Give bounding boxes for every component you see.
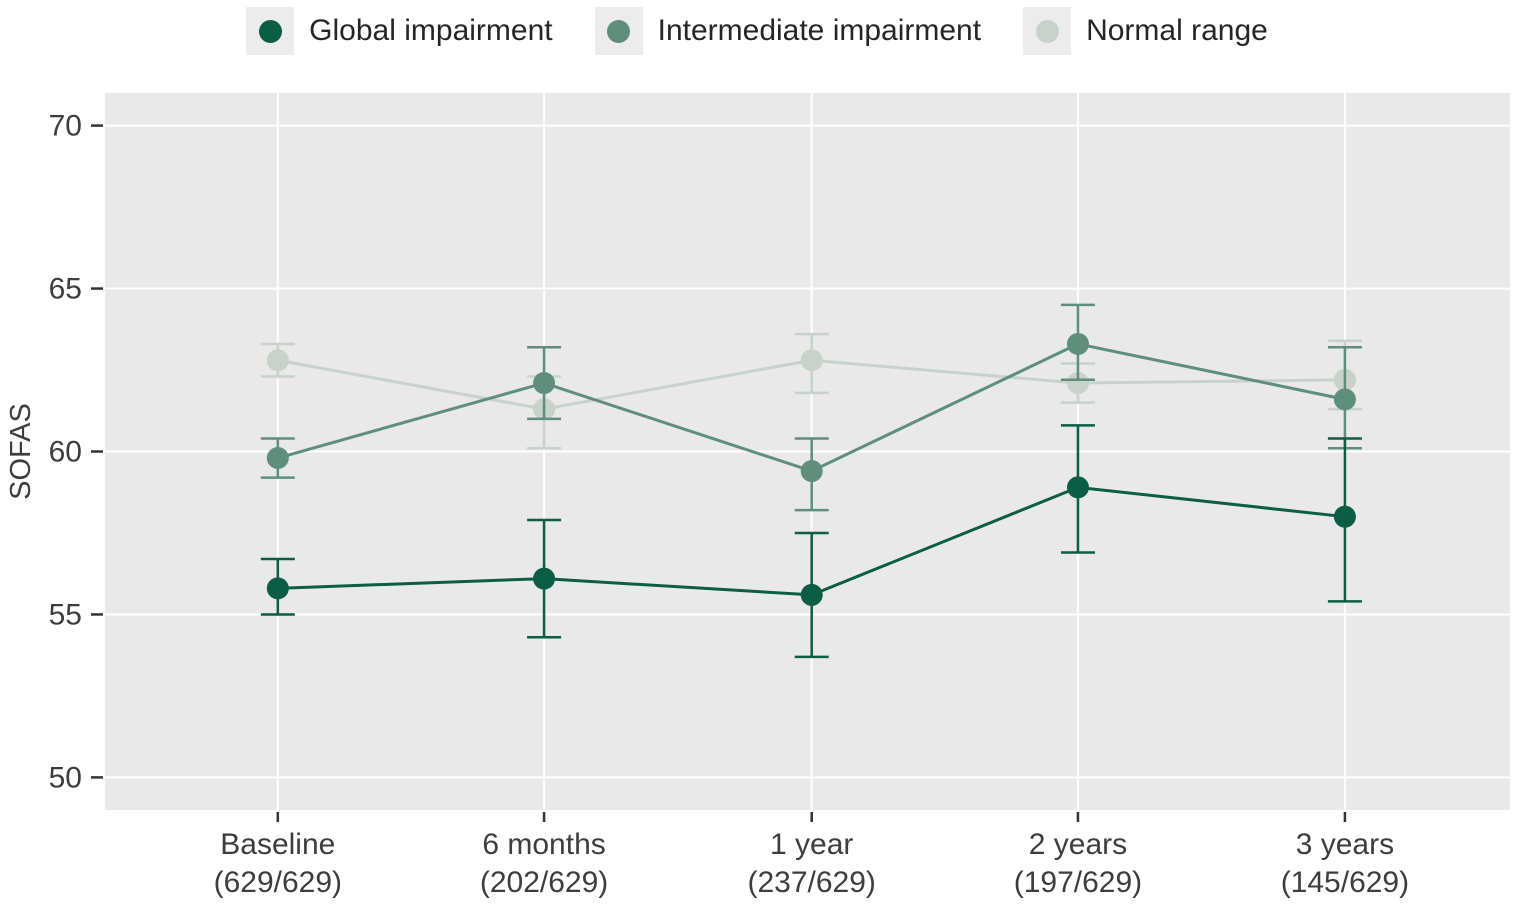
legend-key (594, 7, 643, 55)
legend-dot-icon (258, 19, 282, 43)
x-tick-sublabel: (202/629) (480, 866, 608, 899)
x-tick-sublabel: (629/629) (214, 866, 342, 899)
legend-label-intermediate-impairment: Intermediate impairment (657, 14, 982, 47)
data-point (1333, 505, 1356, 528)
legend-label-normal-range: Normal range (1086, 14, 1268, 47)
legend-item-normal-range: Normal range (1023, 7, 1268, 55)
data-point (1066, 372, 1089, 395)
x-tick-label: 2 years (1029, 828, 1127, 861)
y-axis-title: SOFAS (5, 403, 37, 500)
data-point (533, 567, 556, 590)
data-point (266, 447, 289, 470)
data-point (800, 460, 823, 483)
series-intermediate-impairment (260, 303, 1362, 512)
data-point (1333, 388, 1356, 411)
data-point (266, 577, 289, 600)
y-tick-label: 55 (49, 598, 82, 631)
data-point (533, 372, 556, 395)
x-tick-sublabel: (197/629) (1014, 866, 1142, 899)
x-tick-label: 6 months (482, 828, 605, 861)
data-point (800, 349, 823, 372)
x-tick-label: 1 year (770, 828, 853, 861)
x-tick-sublabel: (237/629) (747, 866, 875, 899)
legend-dot-icon (607, 19, 631, 43)
y-tick-label: 50 (49, 761, 82, 794)
legend-dot-icon (1035, 19, 1059, 43)
legend-key (246, 7, 295, 55)
data-point (266, 349, 289, 372)
legend: Global impairment Intermediate impairmen… (0, 7, 1514, 55)
series-global-impairment (260, 424, 1362, 659)
legend-item-global-impairment: Global impairment (246, 7, 553, 55)
y-tick-label: 70 (49, 110, 82, 143)
y-axis: 50 55 60 65 70 (49, 110, 103, 794)
legend-key (1023, 7, 1072, 55)
x-tick-label: 3 years (1296, 828, 1394, 861)
data-point (800, 583, 823, 606)
data-point (1066, 476, 1089, 499)
y-tick-label: 60 (49, 436, 82, 469)
x-tick-sublabel: (145/629) (1281, 866, 1409, 899)
legend-item-intermediate-impairment: Intermediate impairment (594, 7, 982, 55)
x-tick-label: Baseline (220, 828, 335, 861)
legend-label-global-impairment: Global impairment (309, 14, 553, 47)
x-axis: Baseline (629/629) 6 months (202/629) 1 year… (214, 812, 1409, 899)
y-tick-label: 65 (49, 273, 82, 306)
data-point (1066, 332, 1089, 355)
